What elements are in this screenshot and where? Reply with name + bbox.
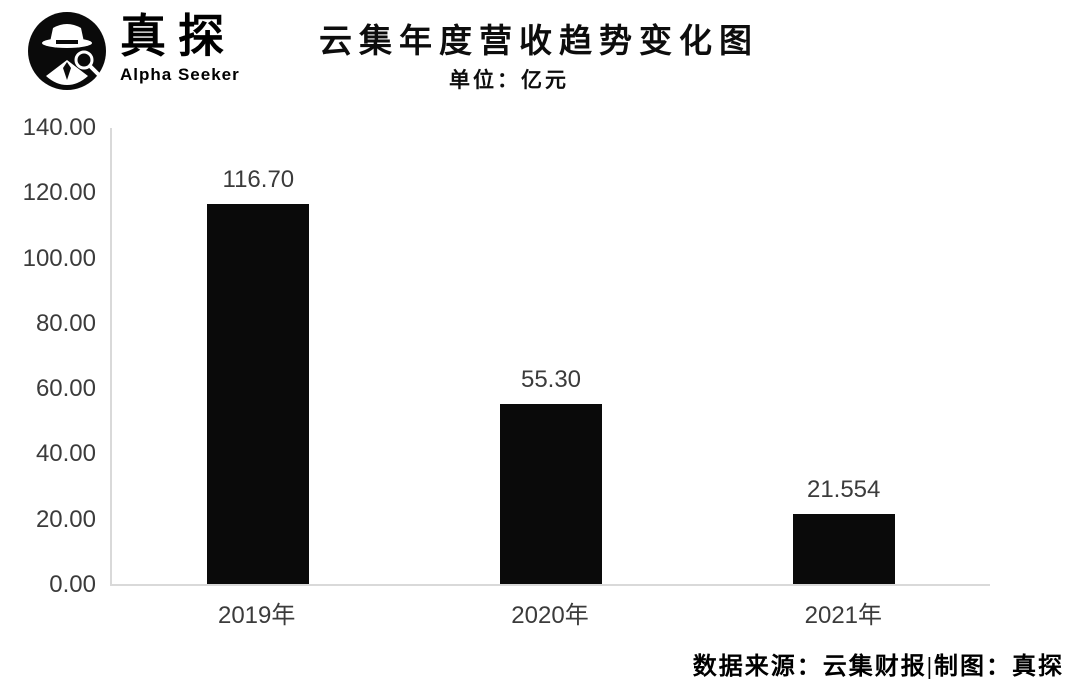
bar-slot: 55.30 [405,128,698,584]
y-tick-label: 60.00 [35,375,96,403]
bar-slot: 116.70 [112,128,405,584]
bar-value-label: 116.70 [222,165,295,193]
bar-value-label: 55.30 [520,365,582,393]
y-tick-label: 40.00 [35,440,96,468]
brand-logo: 真探 Alpha Seeker [26,10,240,97]
plot-area: 116.70 55.30 21.554 [110,128,990,586]
source-note: 数据来源：云集财报|制图：真探 [692,654,1064,680]
x-category-label: 2020年 [511,602,589,629]
y-tick-label: 140.00 [22,114,96,141]
chart-title: 云集年度营收趋势变化图 [319,24,759,60]
y-tick-label: 100.00 [22,244,96,272]
x-axis: 2019年 2020年 2021年 [110,595,990,630]
plot-slots: 116.70 55.30 21.554 [112,128,990,584]
y-tick-label: 120.00 [22,179,96,207]
chart-unit-label: 单位：亿元 [449,68,569,92]
bar [792,513,895,584]
x-category-label: 2021年 [804,602,883,629]
y-tick-label: 80.00 [35,309,96,337]
detective-logo-icon [26,10,108,97]
bar [207,203,310,584]
y-axis: 0.00 20.00 40.00 60.00 80.00 100.00 120.00 140.… [0,114,96,598]
y-tick-label: 0.00 [49,571,96,598]
logo-text: 真探 Alpha Seeker [120,10,240,85]
x-category-label: 2019年 [217,602,296,629]
logo-subtitle: Alpha Seeker [120,64,240,84]
bar [500,403,602,584]
logo-brand-name: 真探 [120,10,236,62]
bar-value-label: 21.554 [806,475,881,503]
bar-slot: 21.554 [697,128,990,584]
y-tick-label: 20.00 [35,505,96,533]
